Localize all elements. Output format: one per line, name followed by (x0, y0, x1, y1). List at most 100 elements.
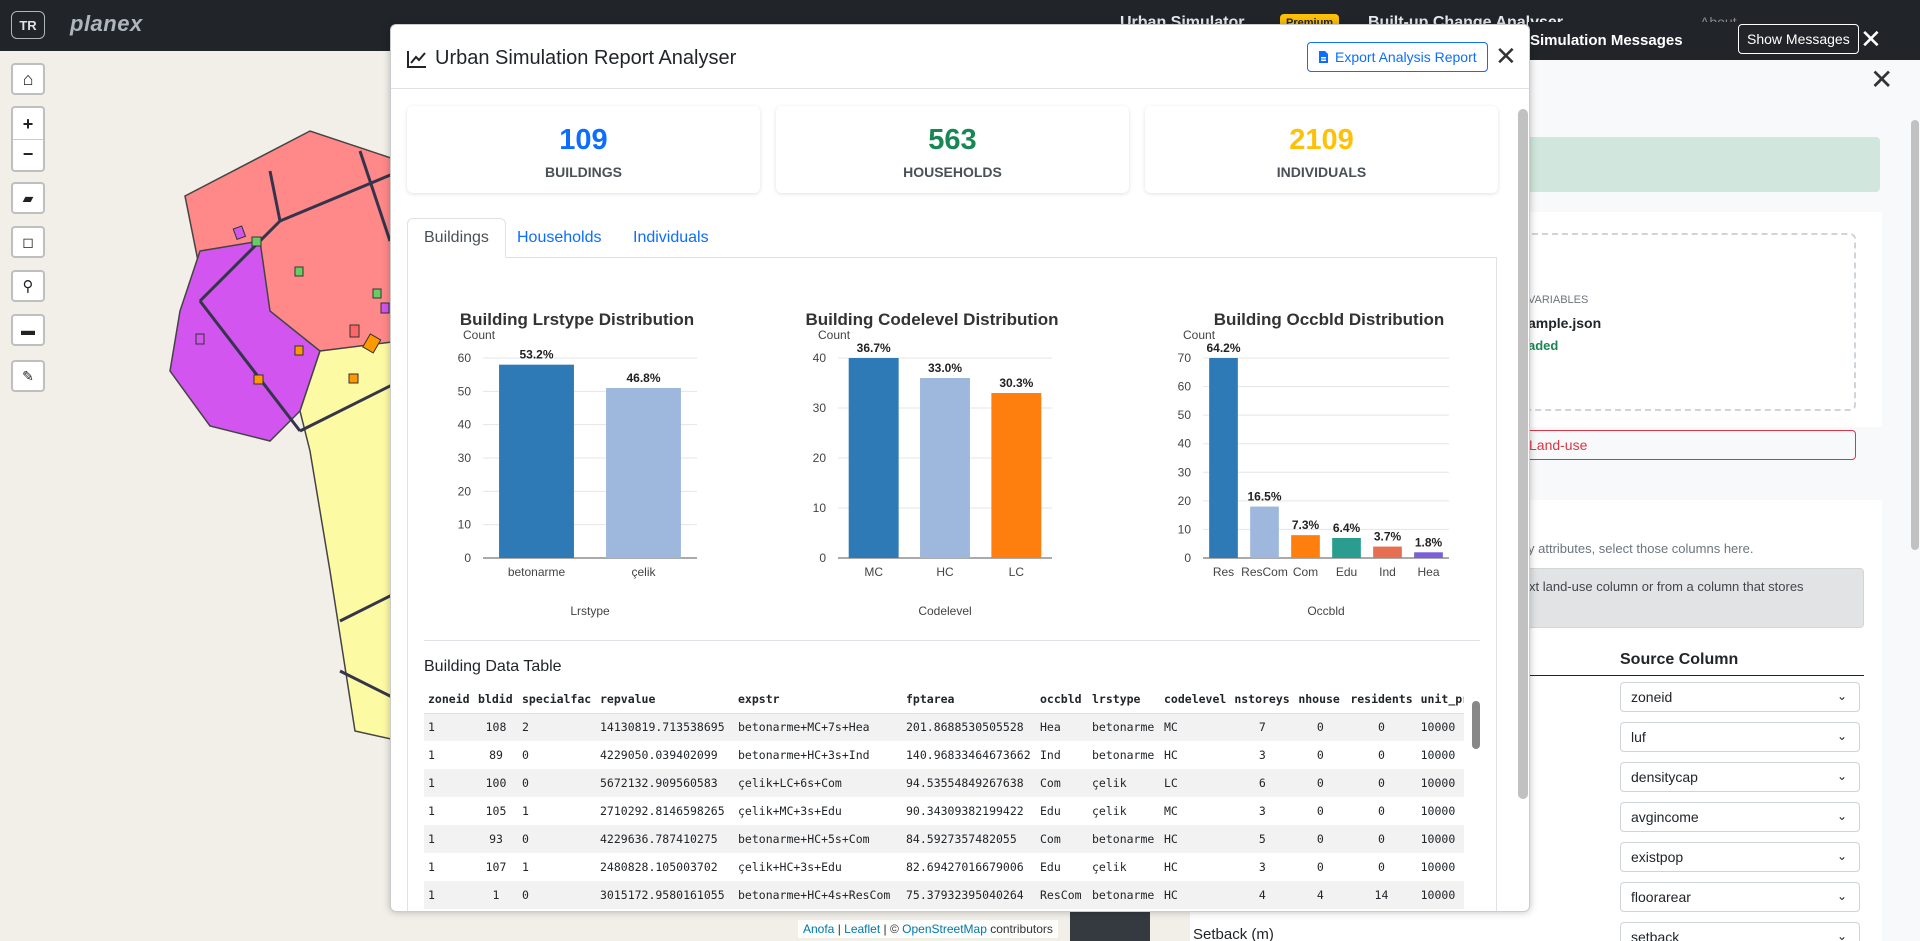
column-header-expstr[interactable]: expstr (734, 685, 902, 714)
export-analysis-report-label: Export Analysis Report (1335, 49, 1477, 65)
bar-çelik[interactable] (606, 388, 681, 558)
cell-lrstype: betonarme (1088, 713, 1160, 741)
y-tick-label: 10 (1178, 522, 1192, 536)
bar-LC[interactable] (991, 393, 1042, 558)
cell-expstr: çelik+HC+3s+Edu (738, 860, 842, 874)
modal-scrollbar[interactable] (1518, 109, 1528, 799)
source-column-select-densitycap[interactable]: densitycap ⌄ (1620, 762, 1860, 792)
stat-card-buildings: 109 BUILDINGS (407, 106, 760, 193)
table-row[interactable]: 1 107 1 2480828.105003702 çelik+HC+3s+Edu 82.… (424, 853, 1464, 881)
x-tick-label: ResCom (1241, 565, 1288, 579)
cell-lrstype: çelik (1092, 804, 1127, 818)
map-attribution: Anofa | Leaflet | © OpenStreetMap contri… (798, 920, 1058, 938)
column-header-nstoreys[interactable]: nstoreys (1230, 685, 1295, 714)
layers-icon: ▰ (22, 189, 34, 206)
table-body: 1 108 2 14130819.713538695 betonarme+MC+7s+H… (424, 713, 1464, 909)
cell-lrstype: betonarme (1088, 881, 1160, 909)
column-header-residents[interactable]: residents (1346, 685, 1417, 714)
zoom-out-icon[interactable]: − (13, 139, 43, 169)
cell-lrstype: çelik (1092, 860, 1127, 874)
bar-Hea[interactable] (1414, 552, 1443, 558)
column-header-bldid[interactable]: bldid (474, 685, 518, 714)
home-icon: ⌂ (22, 68, 34, 89)
attribution-leaflet-link[interactable]: Leaflet (844, 922, 881, 936)
edit-button[interactable]: ✎ (11, 360, 45, 392)
tab-individuals[interactable]: Individuals (633, 229, 709, 246)
table-row[interactable]: 1 100 0 5672132.909560583 çelik+LC+6s+Com 94.… (424, 769, 1464, 797)
y-tick-label: 20 (458, 484, 472, 498)
source-column-select-zoneid[interactable]: zoneid ⌄ (1620, 682, 1860, 712)
language-toggle-button[interactable]: TR (11, 11, 45, 39)
y-tick-label: 60 (458, 351, 472, 365)
modal-close-icon[interactable]: ✕ (1495, 41, 1517, 71)
show-messages-button[interactable]: Show Messages (1738, 24, 1859, 54)
column-header-unit_pr[interactable]: unit_pr (1416, 685, 1464, 714)
home-button[interactable]: ⌂ (11, 63, 45, 95)
column-header-zoneid[interactable]: zoneid (424, 685, 474, 714)
cell-bldid: 108 (474, 713, 518, 741)
cell-residents: 0 (1346, 713, 1417, 741)
column-header-fptarea[interactable]: fptarea (902, 685, 1036, 714)
cell-bldid: 107 (485, 860, 507, 874)
cell-specialfac: 0 (518, 769, 596, 797)
cell-nhouse: 0 (1294, 713, 1347, 741)
column-header-nhouse[interactable]: nhouse (1294, 685, 1347, 714)
source-column-select-luf[interactable]: luf ⌄ (1620, 722, 1860, 752)
column-header-occbld[interactable]: occbld (1036, 685, 1088, 714)
zone-purple[interactable] (169, 240, 321, 442)
attribution-anofa-link[interactable]: Anofa (803, 922, 835, 936)
column-header-repvalue[interactable]: repvalue (596, 685, 734, 714)
bar-MC[interactable] (848, 358, 899, 558)
messages-close-icon[interactable]: ✕ (1860, 24, 1882, 54)
cell-codelevel: LC (1160, 769, 1231, 797)
open-folder-button[interactable]: ▬ (11, 314, 45, 346)
source-column-select-existpop[interactable]: existpop ⌄ (1620, 842, 1860, 872)
table-scrollbar[interactable] (1472, 701, 1480, 749)
cell-repvalue: 2480828.105003702 (600, 860, 718, 874)
bar-Res[interactable] (1209, 358, 1238, 558)
building-data-table-container[interactable]: zoneid bldid specialfac repvalue expstr fptar… (424, 685, 1464, 911)
table-row[interactable]: 1 108 2 14130819.713538695 betonarme+MC+7s+H… (424, 713, 1464, 741)
y-axis-label: Count (1183, 328, 1216, 342)
bar-Com[interactable] (1291, 535, 1320, 558)
draw-rectangle-button[interactable]: ◻ (11, 226, 45, 258)
table-row[interactable]: 1 93 0 4229636.787410275 betonarme+HC+5s+Com… (424, 825, 1464, 853)
search-button[interactable]: ⚲ (11, 270, 45, 302)
bar-ResCom[interactable] (1250, 506, 1279, 558)
column-header-specialfac[interactable]: specialfac (518, 685, 596, 714)
attribution-osm-link[interactable]: OpenStreetMap (902, 922, 987, 936)
side-panel-close-icon[interactable]: ✕ (1870, 64, 1894, 95)
table-row[interactable]: 1 105 1 2710292.8146598265 çelik+MC+3s+Edu 90… (424, 797, 1464, 825)
table-row[interactable]: 1 89 0 4229050.039402099 betonarme+HC+3s+Ind… (424, 741, 1464, 769)
uploaded-file-name: ample.json (1528, 315, 1602, 331)
pdf-file-icon (1319, 51, 1328, 63)
data-label: 33.0% (928, 361, 962, 375)
zone-yellow[interactable] (299, 340, 401, 742)
bar-HC[interactable] (920, 378, 970, 558)
cell-occbld: Edu (1040, 804, 1061, 818)
cell-lrstype: çelik (1088, 769, 1160, 797)
cell-bldid: 89 (489, 748, 503, 762)
zoom-in-icon[interactable]: + (22, 113, 34, 134)
source-column-select-setback[interactable]: setback ⌄ (1620, 922, 1860, 941)
cell-unit_pr: 10000 (1420, 804, 1456, 818)
bar-betonarme[interactable] (499, 364, 574, 558)
side-panel-scrollbar[interactable] (1911, 120, 1919, 550)
column-header-codelevel[interactable]: codelevel (1160, 685, 1231, 714)
brand-logo[interactable]: planex (70, 11, 143, 36)
source-column-select-floorarear[interactable]: floorarear ⌄ (1620, 882, 1860, 912)
table-row[interactable]: 1 1 0 3015172.9580161055 betonarme+HC+4s+Res… (424, 881, 1464, 909)
stat-card-individuals: 2109 INDIVIDUALS (1145, 106, 1498, 193)
column-header-lrstype[interactable]: lrstype (1088, 685, 1160, 714)
bar-Ind[interactable] (1373, 546, 1402, 558)
landuse-button[interactable]: Land-use (1516, 430, 1856, 460)
layers-button[interactable]: ▰ (11, 182, 45, 214)
chevron-down-icon: ⌄ (1836, 689, 1847, 703)
table-header-row: zoneid bldid specialfac repvalue expstr fptar… (424, 685, 1464, 714)
bar-Edu[interactable] (1332, 538, 1361, 558)
setback-label: Setback (m) (1193, 926, 1274, 941)
source-column-select-avgincome[interactable]: avgincome ⌄ (1620, 802, 1860, 832)
export-analysis-report-button[interactable]: Export Analysis Report (1307, 42, 1488, 72)
tab-households[interactable]: Households (517, 229, 602, 246)
tab-buildings[interactable]: Buildings (407, 218, 506, 258)
